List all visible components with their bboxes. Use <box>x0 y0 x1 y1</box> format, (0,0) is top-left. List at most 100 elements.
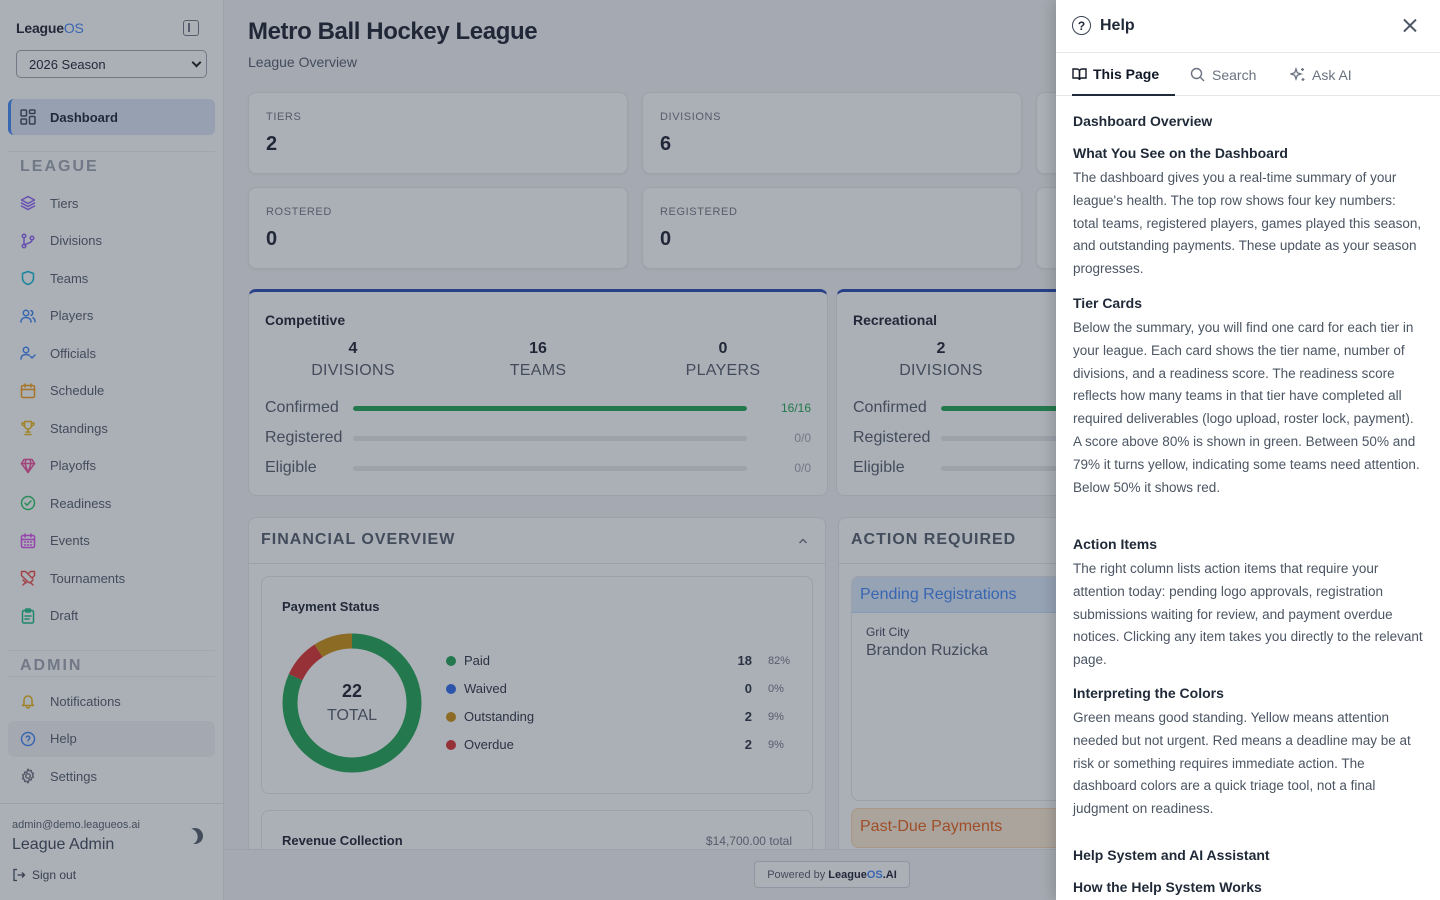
tier-card-recreational[interactable]: Recreational 2 DIVISIONS Confirmed Regist… <box>836 289 1056 496</box>
help-section-body: The dashboard gives you a real-time summ… <box>1073 170 1422 277</box>
sidebar-item-divisions[interactable]: Divisions <box>8 223 215 259</box>
help-section-title: What You See on the Dashboard <box>1073 145 1288 161</box>
legend-row-waived: Waived 0 0% <box>446 681 792 696</box>
legend-dot <box>446 655 456 666</box>
sidebar-item-label: Players <box>50 308 94 323</box>
sidebar-item-label: Events <box>50 533 90 548</box>
help-section-body: The right column lists action items that… <box>1073 561 1423 668</box>
stat-card-rostered[interactable]: ROSTERED 0 <box>248 187 628 269</box>
calendar-days-icon <box>20 532 36 549</box>
sidebar-item-events[interactable]: Events <box>8 523 215 559</box>
financial-overview-panel: FINANCIAL OVERVIEW Payment Status 22 TOT… <box>248 517 826 877</box>
shield-icon <box>20 270 36 286</box>
help-section-title: Interpreting the Colors <box>1073 685 1224 701</box>
sidebar-item-label: Standings <box>50 420 108 436</box>
tier-row-label: Eligible <box>265 459 317 476</box>
revenue-total: $14,700.00 total <box>705 834 792 848</box>
sidebar-item-help[interactable]: Help <box>8 720 215 757</box>
tier-row-label: Confirmed <box>265 399 339 416</box>
pending-team: Grit City <box>866 625 910 639</box>
sidebar-item-officials[interactable]: Officials <box>8 335 215 371</box>
legend-dot <box>446 683 456 694</box>
help-section-title: Tier Cards <box>1073 295 1142 311</box>
bell-icon <box>20 693 36 709</box>
tier-card-competitive[interactable]: Competitive 4 DIVISIONS 16 TEAMS 0 PLAYERS … <box>248 289 828 496</box>
confirmed-progress-bar <box>353 406 747 411</box>
check-circle-icon <box>20 495 36 511</box>
registered-progress-bar <box>353 436 747 441</box>
layers-icon <box>20 195 36 211</box>
sidebar-item-label: Teams <box>50 270 89 286</box>
pending-player-name[interactable]: Brandon Ruzicka <box>866 642 988 659</box>
tab-ask-ai[interactable]: Ask AI <box>1290 53 1352 96</box>
pending-registrations-card[interactable]: Pending Registrations Grit City Brandon … <box>851 576 1056 801</box>
help-circle-icon: ? <box>1072 16 1091 35</box>
page-subtitle: League Overview <box>248 54 357 70</box>
sidebar-item-settings[interactable]: Settings <box>8 758 215 794</box>
tab-this-page[interactable]: This Page <box>1072 53 1176 96</box>
season-select[interactable]: 2026 Season <box>16 50 207 78</box>
stat-card-fourth[interactable] <box>1036 187 1056 269</box>
footer: Powered by LeagueOS.AI <box>224 849 1056 900</box>
tier-divisions-count: 4 DIVISIONS <box>311 340 395 379</box>
section-label-admin: ADMIN <box>20 657 83 674</box>
tier-row-label: Eligible <box>853 459 905 476</box>
past-due-payments-card[interactable]: Past-Due Payments <box>851 808 1056 848</box>
stat-card-registered[interactable]: REGISTERED 0 <box>642 187 1022 269</box>
payment-status-card: Payment Status 22 TOTAL Paid 18 82% Waived 0… <box>261 576 813 794</box>
tab-search[interactable]: Search <box>1190 53 1256 96</box>
sidebar-item-dashboard[interactable]: Dashboard <box>8 99 215 135</box>
help-section-body: Green means good standing. Yellow means … <box>1073 710 1411 817</box>
sidebar-item-label: Readiness <box>50 495 112 511</box>
sidebar-item-label: Officials <box>50 345 96 361</box>
gem-icon <box>20 458 36 474</box>
main-content: Metro Ball Hockey League League Overview… <box>224 0 1056 900</box>
sidebar-item-players[interactable]: Players <box>8 298 215 334</box>
card-title: Past-Due Payments <box>860 818 1003 835</box>
stat-card-third[interactable] <box>1036 92 1056 174</box>
tier-name: Competitive <box>265 312 346 328</box>
sidebar-item-label: Divisions <box>50 233 103 248</box>
close-icon[interactable] <box>1402 17 1418 33</box>
help-tabs: This Page Search Ask AI <box>1056 52 1440 96</box>
sidebar-item-label: Tournaments <box>50 570 126 586</box>
git-branch-icon <box>20 232 36 249</box>
sidebar-item-tiers[interactable]: Tiers <box>8 185 215 221</box>
stat-card-tiers[interactable]: TIERS 2 <box>248 92 628 174</box>
eligible-progress-bar <box>353 466 747 471</box>
tier-row-label: Registered <box>853 429 931 446</box>
sidebar-collapse-icon[interactable] <box>183 20 199 36</box>
sidebar-item-label: Help <box>50 731 77 746</box>
sidebar-item-label: Tiers <box>50 195 79 211</box>
legend-row-overdue: Overdue 2 9% <box>446 737 792 752</box>
donut-total: 22 <box>341 681 363 701</box>
modal-backdrop[interactable] <box>0 0 1056 900</box>
calendar-icon <box>20 382 36 399</box>
sidebar-item-standings[interactable]: Standings <box>8 410 215 446</box>
help-heading: Dashboard Overview <box>1073 113 1213 129</box>
sidebar-item-playoffs[interactable]: Playoffs <box>8 448 215 484</box>
help-header: ? Help <box>1072 16 1135 35</box>
chevron-up-icon[interactable] <box>798 536 808 546</box>
panel-header: FINANCIAL OVERVIEW <box>261 531 456 548</box>
help-panel: ? Help This Page Search Ask AI Dashboard … <box>1056 0 1440 900</box>
sidebar-item-teams[interactable]: Teams <box>8 260 215 296</box>
app-logo[interactable]: LeagueOS <box>16 20 84 36</box>
sidebar-item-tournaments[interactable]: Tournaments <box>8 560 215 596</box>
clipboard-icon <box>20 607 36 624</box>
sidebar-item-draft[interactable]: Draft <box>8 598 215 634</box>
gear-icon <box>20 768 36 784</box>
sidebar-item-readiness[interactable]: Readiness <box>8 485 215 521</box>
eligible-progress-bar <box>941 466 1056 471</box>
powered-by-badge[interactable]: Powered by LeagueOS.AI <box>754 861 910 888</box>
sidebar-item-schedule[interactable]: Schedule <box>8 373 215 409</box>
legend-row-paid: Paid 18 82% <box>446 653 792 668</box>
tier-row-ratio: 0/0 <box>794 431 811 445</box>
stat-card-divisions[interactable]: DIVISIONS 6 <box>642 92 1022 174</box>
sidebar-item-notifications[interactable]: Notifications <box>8 683 215 719</box>
sign-out-button[interactable]: Sign out <box>12 868 76 882</box>
donut-slice-outstanding <box>282 633 422 773</box>
payment-donut-chart <box>282 633 422 773</box>
dashboard-icon <box>20 109 36 125</box>
sidebar-item-label: Playoffs <box>50 458 97 473</box>
